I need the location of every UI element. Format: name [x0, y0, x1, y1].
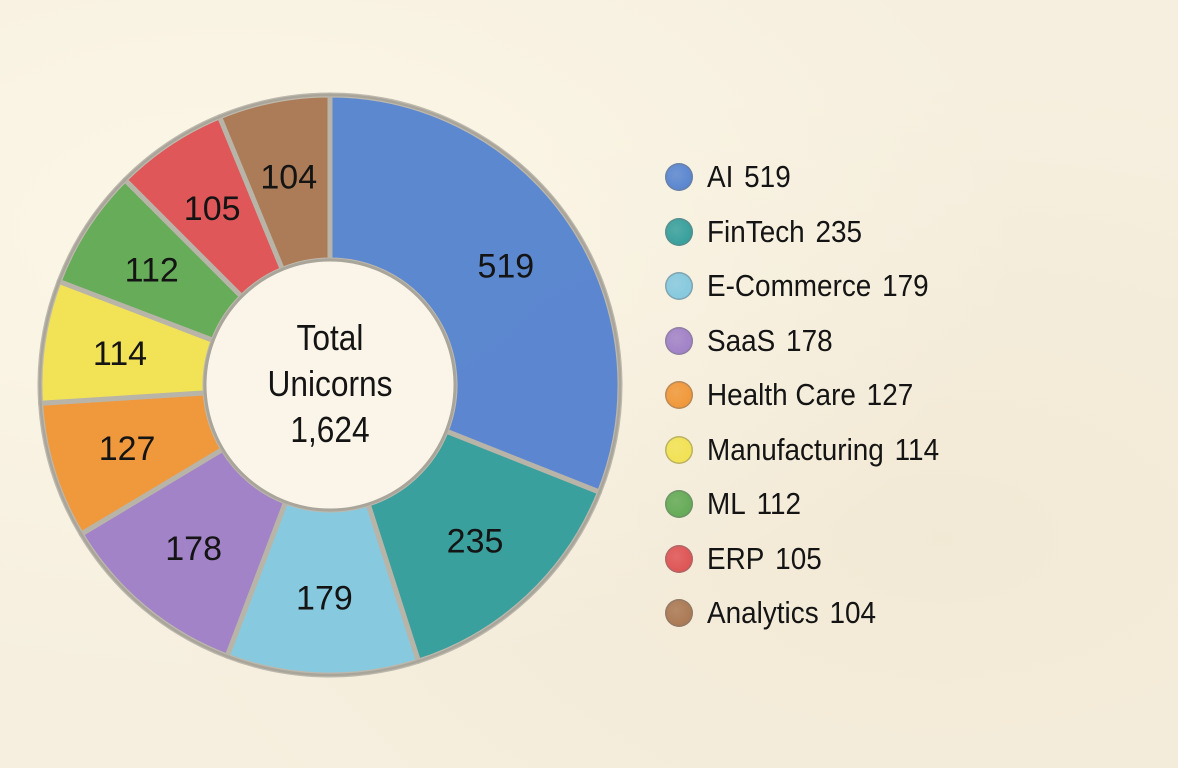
slice-value-label: 105: [184, 190, 241, 228]
center-label-total: 1,624: [290, 409, 370, 450]
legend-value: 114: [894, 431, 940, 467]
slice-value-label: 519: [477, 248, 534, 286]
legend-label: ML: [707, 486, 746, 522]
legend-swatch-icon: [665, 163, 693, 192]
legend-swatch-icon: [665, 326, 693, 355]
legend-value: 178: [786, 322, 833, 358]
legend-value: 105: [775, 540, 822, 576]
legend-item-ecommerce: E-Commerce 179: [665, 259, 965, 314]
slice-value-label: 235: [447, 522, 504, 560]
legend-label: Analytics: [707, 595, 819, 631]
legend-value: 104: [829, 595, 877, 631]
legend-swatch-icon: [665, 381, 693, 410]
legend-swatch-icon: [665, 490, 693, 519]
legend-swatch-icon: [665, 217, 693, 246]
legend-swatch-icon: [665, 272, 693, 301]
slice-value-label: 179: [296, 579, 353, 617]
legend-value: 127: [866, 377, 914, 413]
legend-label: SaaS: [707, 322, 776, 358]
slice-value-label: 112: [125, 251, 179, 289]
legend: AI 519 FinTech 235 E-Commerce 179 SaaS 178 H…: [665, 150, 965, 641]
slice-value-label: 178: [165, 530, 222, 568]
legend-item-ml: ML 112: [665, 477, 965, 532]
slice-value-label: 104: [260, 159, 317, 197]
legend-value: 235: [815, 213, 863, 249]
legend-swatch-icon: [665, 435, 693, 464]
legend-item-erp: ERP 105: [665, 532, 965, 587]
legend-item-fintech: FinTech 235: [665, 205, 965, 260]
legend-item-manufacturing: Manufacturing 114: [665, 423, 965, 478]
slice-value-label: 114: [93, 335, 147, 373]
legend-item-ai: AI 519: [665, 150, 965, 205]
center-total-label: Total Unicorns 1,624: [246, 315, 413, 453]
legend-value: 112: [756, 486, 802, 522]
legend-value: 519: [744, 159, 791, 195]
center-label-line2: Unicorns: [267, 363, 393, 404]
legend-label: AI: [707, 159, 734, 195]
legend-swatch-icon: [665, 599, 693, 628]
donut-chart: 519 235 179 178 127 114 112 105 104 Total Unicor…: [30, 85, 630, 685]
legend-label: E-Commerce: [707, 268, 872, 304]
legend-item-saas: SaaS 178: [665, 314, 965, 369]
legend-label: Manufacturing: [707, 431, 884, 467]
center-label-line1: Total: [296, 317, 364, 358]
legend-label: FinTech: [707, 213, 805, 249]
legend-label: ERP: [707, 540, 765, 576]
legend-item-analytics: Analytics 104: [665, 586, 965, 641]
legend-value: 179: [882, 268, 929, 304]
legend-item-health-care: Health Care 127: [665, 368, 965, 423]
legend-swatch-icon: [665, 544, 693, 573]
legend-label: Health Care: [707, 377, 856, 413]
slice-value-label: 127: [99, 430, 156, 468]
